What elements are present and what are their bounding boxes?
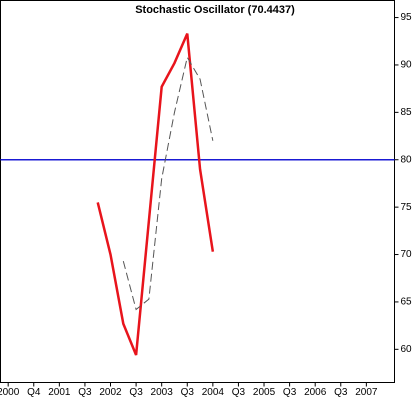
x-tick-label: 2007 <box>355 387 378 398</box>
y-tick-label: 75 <box>401 202 413 213</box>
x-tick-label: 2006 <box>304 387 327 398</box>
x-tick-label: Q4 <box>27 387 41 398</box>
x-tick-label: Q3 <box>334 387 348 398</box>
series-line <box>122 56 214 311</box>
y-tick-label: 65 <box>401 297 413 308</box>
x-tick-label: 2005 <box>253 387 276 398</box>
x-tick-label: Q3 <box>181 387 195 398</box>
x-tick-label: 2002 <box>99 387 122 398</box>
x-tick-label: 2004 <box>202 387 225 398</box>
x-tick-label: Q3 <box>129 387 143 398</box>
y-tick-label: 85 <box>401 107 413 118</box>
y-tick-label: 80 <box>401 154 413 165</box>
plot-frame <box>0 0 395 383</box>
x-tick-label: Q3 <box>78 387 92 398</box>
x-tick-label: Q3 <box>283 387 297 398</box>
y-tick-label: 60 <box>401 344 413 355</box>
x-tick-label: 2001 <box>48 387 71 398</box>
y-tick-label: 95 <box>401 12 413 23</box>
y-tick-label: 90 <box>401 60 413 71</box>
series-line <box>96 33 215 356</box>
y-tick-label: 70 <box>401 249 413 260</box>
chart-title: Stochastic Oscillator (70.4437) <box>135 4 295 16</box>
x-tick-label: 2000 <box>0 387 20 398</box>
x-tick-label: 2003 <box>151 387 174 398</box>
x-tick-label: Q3 <box>232 387 246 398</box>
